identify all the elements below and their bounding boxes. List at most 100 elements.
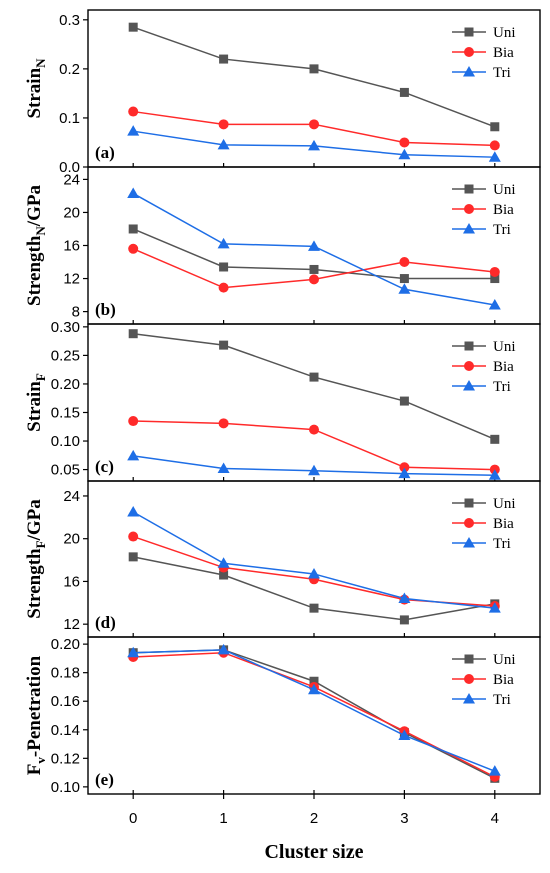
y-tick-label: 0.1 [59,110,80,127]
legend-marker [464,361,474,371]
legend-label: Uni [493,652,516,668]
data-point [308,683,320,695]
series-bia [128,106,500,151]
data-point [128,106,139,117]
data-point [399,462,410,473]
data-point [128,416,139,427]
data-point [219,54,229,64]
data-point [217,557,230,568]
legend-marker [464,498,474,508]
legend: Uni Bia Tri [452,496,516,552]
data-point [219,340,229,350]
legend-label: Bia [493,672,514,688]
series-tri [127,505,501,613]
x-axis-label: Cluster size [264,841,363,863]
legend-marker [463,693,475,704]
panel-label: (c) [95,457,114,476]
data-point [399,615,409,625]
data-point [489,140,500,151]
y-tick-label: 0.25 [51,347,80,364]
data-point [308,240,320,251]
data-point [399,257,410,268]
data-point [218,282,229,293]
x-axis: 0 1 2 3 4 Cluster size [129,794,499,863]
legend-label: Uni [493,25,516,41]
data-point [399,87,409,97]
legend-marker [464,654,474,664]
data-point [309,676,319,686]
data-point [217,643,230,655]
panel-1: 0.0 0.1 0.2 0.3 StrainN (a) Uni Bia Tri [24,9,541,176]
legend-marker [464,204,474,214]
data-point [217,138,230,150]
data-point [489,266,500,277]
x-tick-label: 2 [310,810,318,827]
series-bia [128,647,500,782]
legend-label: Uni [493,496,516,512]
x-tick-label: 0 [129,810,137,827]
legend-marker [464,341,474,351]
panel-3: 0.05 0.10 0.15 0.20 0.25 0.30 StrainF (c) Uni Bia… [24,319,541,482]
legend: Uni Bia Tri [452,339,516,395]
panel-label: (a) [95,143,115,162]
y-tick-label: 16 [63,573,80,590]
y-tick-label: 0.14 [51,722,80,739]
y-axis-label: Fv-Penetration [24,655,48,775]
legend-marker [464,518,474,528]
legend-label: Bia [493,359,514,375]
data-point [490,122,500,132]
y-tick-label: 0.30 [51,319,80,336]
legend-label: Tri [493,692,511,708]
data-point [127,125,140,136]
data-point [309,274,319,285]
series-line [132,26,496,128]
x-tick-label: 1 [219,810,227,827]
y-tick-label: 12 [63,271,80,288]
y-tick-label: 16 [63,238,80,255]
data-point [399,396,409,406]
series-uni [128,645,500,783]
series-uni [128,329,500,444]
legend-marker [463,66,475,77]
data-point [398,467,411,479]
series-tri [127,125,501,162]
data-point [219,262,229,272]
series-line [133,332,496,441]
data-point [488,765,501,776]
legend-label: Tri [493,536,511,552]
legend-marker [463,223,475,234]
series-line [133,649,496,772]
data-point [488,469,501,480]
y-axis-label: StrainN [24,58,48,119]
series-line [133,651,496,778]
panel-4: 12 16 20 24 StrengthF/GPa (d) Uni Bia Tri [24,480,541,638]
data-point [308,139,320,151]
data-point [128,243,139,254]
data-point [218,119,229,130]
legend-label: Tri [493,65,511,81]
legend-marker [463,537,475,548]
data-point [218,418,229,429]
data-point [217,462,230,473]
panel-label: (b) [95,300,116,319]
legend-marker [464,27,474,37]
data-point [309,64,319,74]
y-tick-label: 0.0 [59,159,80,176]
data-point [128,329,138,339]
x-tick-label: 3 [400,810,408,827]
y-tick-label: 0.20 [51,376,80,393]
legend-marker [464,184,474,194]
y-tick-label: 0.16 [51,693,80,710]
data-point [488,151,501,162]
legend-label: Bia [493,516,514,532]
y-tick-label: 0.20 [51,636,80,653]
data-point [219,570,229,580]
series-uni [128,22,500,132]
data-point [488,298,501,310]
data-point [398,592,411,604]
y-tick-label: 24 [63,488,80,505]
y-tick-label: 0.18 [51,665,80,682]
data-point [127,449,140,461]
legend-label: Tri [493,222,511,238]
